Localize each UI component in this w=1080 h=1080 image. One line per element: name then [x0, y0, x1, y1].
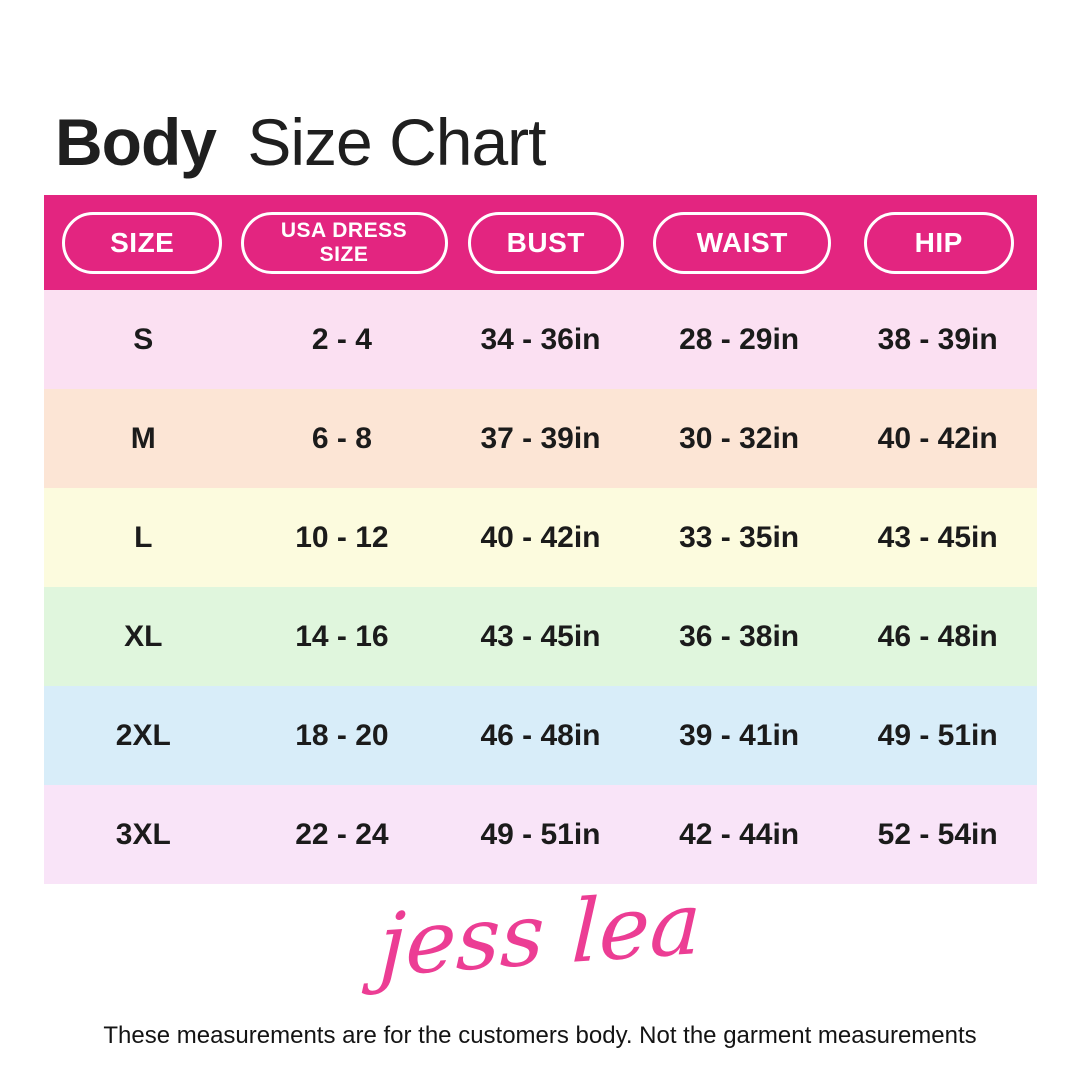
cell-hip: 38 - 39in	[877, 322, 998, 356]
cell-bust: 37 - 39in	[480, 421, 601, 455]
cell-waist: 39 - 41in	[679, 718, 800, 752]
column-header-pill-size: SIZE	[62, 211, 223, 274]
cell-hip: 43 - 45in	[877, 520, 998, 554]
cell-dress: 6 - 8	[311, 421, 372, 455]
column-header-label: WAIST	[696, 226, 788, 258]
table-row-l: L 10 - 12 40 - 42in 33 - 35in 43 - 45in	[44, 488, 1037, 587]
measurement-note: These measurements are for the customers…	[103, 1022, 977, 1049]
cell-hip: 49 - 51in	[877, 718, 998, 752]
size-table: SIZE USA DRESS SIZE BUST WAIST HIP S 2 -…	[44, 195, 1037, 884]
cell-size: M	[130, 421, 156, 455]
cell-dress: 10 - 12	[295, 520, 389, 554]
page-title-regular: Size Chart	[247, 105, 546, 180]
cell-size: S	[133, 322, 154, 356]
column-header-pill-bust: BUST	[467, 211, 624, 274]
cell-bust: 34 - 36in	[480, 322, 601, 356]
cell-waist: 30 - 32in	[679, 421, 800, 455]
table-row-2xl: 2XL 18 - 20 46 - 48in 39 - 41in 49 - 51i…	[44, 686, 1037, 785]
column-header-label: HIP	[914, 226, 963, 258]
column-header-pill-hip: HIP	[863, 211, 1014, 274]
column-header-pill-usa-dress-size: USA DRESS SIZE	[240, 211, 448, 274]
cell-dress: 18 - 20	[295, 718, 389, 752]
column-header-label: USA DRESS	[280, 219, 408, 243]
cell-size: 2XL	[115, 718, 171, 752]
cell-bust: 46 - 48in	[480, 718, 601, 752]
cell-size: 3XL	[115, 817, 171, 851]
cell-waist: 28 - 29in	[679, 322, 800, 356]
cell-waist: 42 - 44in	[679, 817, 800, 851]
cell-hip: 46 - 48in	[877, 619, 998, 653]
cell-waist: 36 - 38in	[679, 619, 800, 653]
cell-bust: 49 - 51in	[480, 817, 601, 851]
column-header-label: BUST	[506, 226, 585, 258]
column-header-pill-waist: WAIST	[653, 211, 832, 274]
cell-bust: 43 - 45in	[480, 619, 601, 653]
cell-dress: 2 - 4	[311, 322, 372, 356]
page-title: Body Size Chart	[55, 104, 546, 180]
cell-waist: 33 - 35in	[679, 520, 800, 554]
cell-size: L	[134, 520, 153, 554]
cell-hip: 40 - 42in	[877, 421, 998, 455]
cell-dress: 14 - 16	[295, 619, 389, 653]
cell-dress: 22 - 24	[295, 817, 389, 851]
cell-bust: 40 - 42in	[480, 520, 601, 554]
table-row-m: M 6 - 8 37 - 39in 30 - 32in 40 - 42in	[44, 389, 1037, 488]
page-title-bold: Body	[55, 105, 217, 180]
column-header-label: SIZE	[110, 226, 175, 258]
table-row-3xl: 3XL 22 - 24 49 - 51in 42 - 44in 52 - 54i…	[44, 785, 1037, 884]
size-table-header: SIZE USA DRESS SIZE BUST WAIST HIP	[44, 195, 1037, 290]
column-header-label: SIZE	[319, 242, 369, 266]
cell-size: XL	[124, 619, 163, 653]
table-row-xl: XL 14 - 16 43 - 45in 36 - 38in 46 - 48in	[44, 587, 1037, 686]
table-row-s: S 2 - 4 34 - 36in 28 - 29in 38 - 39in	[44, 290, 1037, 389]
cell-hip: 52 - 54in	[877, 817, 998, 851]
